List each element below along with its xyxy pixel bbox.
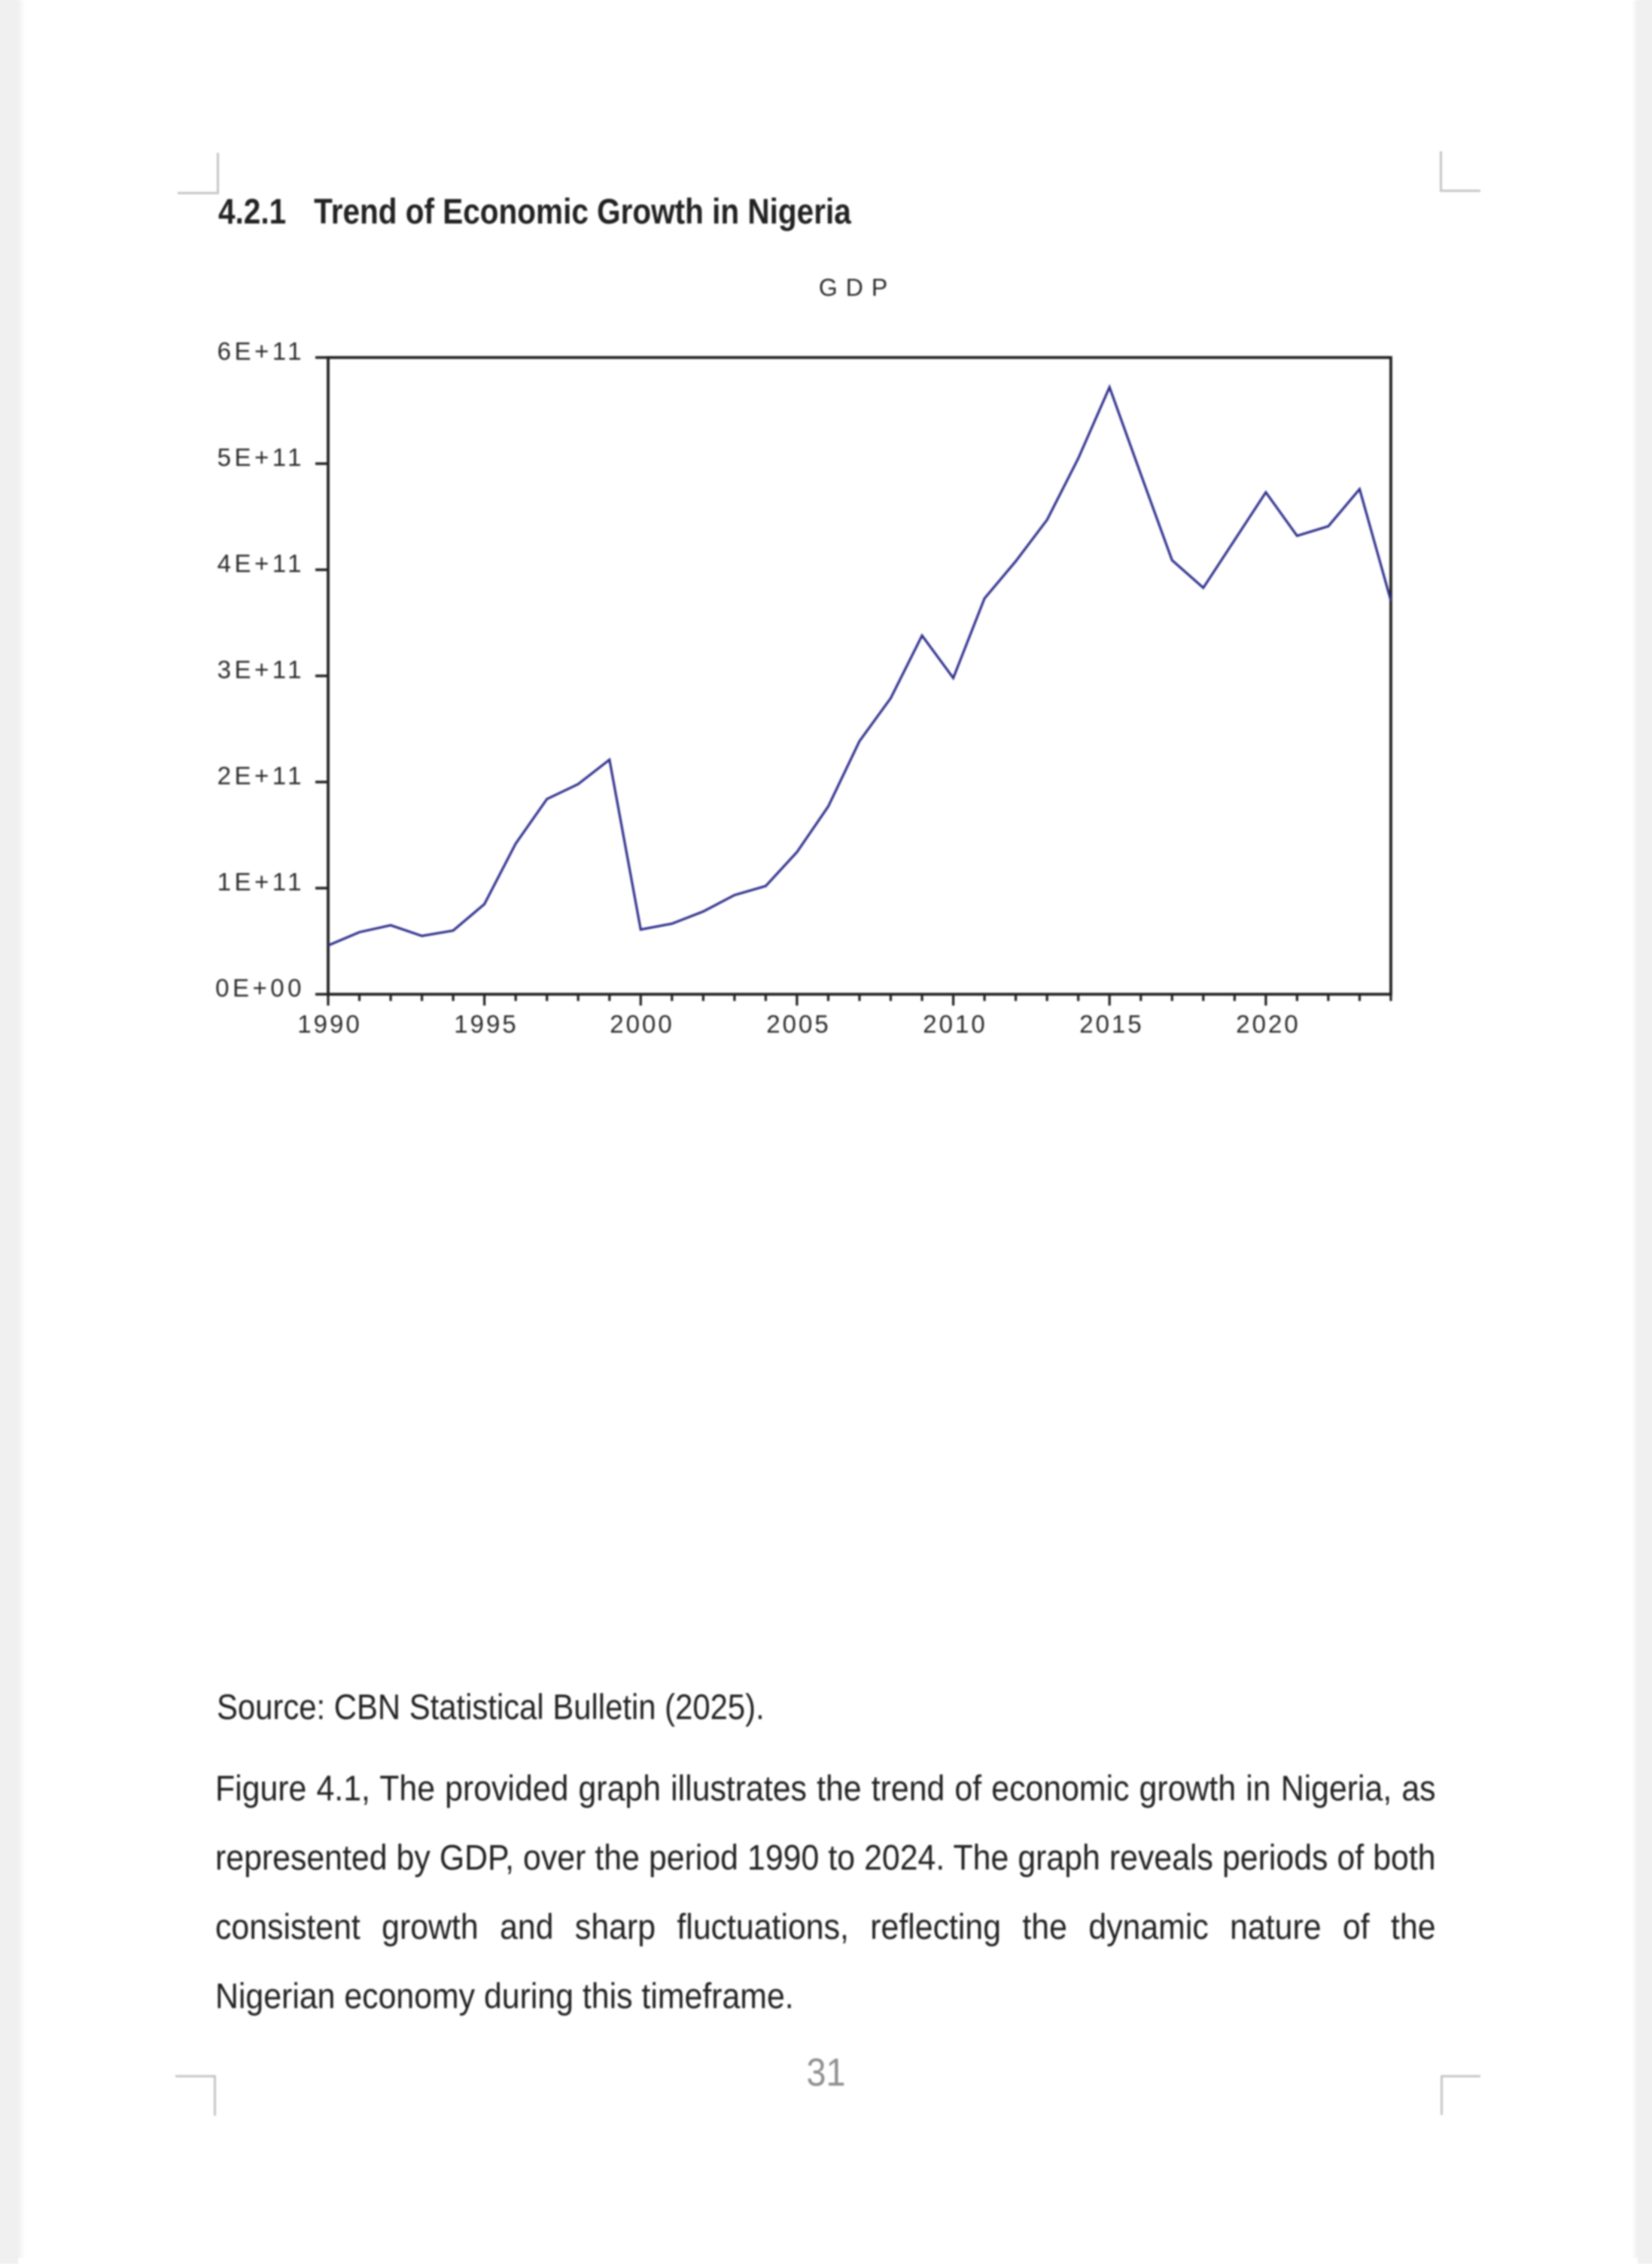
svg-text:GDP: GDP — [819, 274, 896, 301]
svg-text:4E+11: 4E+11 — [218, 549, 305, 577]
svg-text:2005: 2005 — [766, 1010, 830, 1038]
svg-text:6E+11: 6E+11 — [218, 337, 305, 365]
svg-text:2000: 2000 — [610, 1010, 674, 1038]
svg-text:2E+11: 2E+11 — [218, 762, 305, 790]
svg-text:1990: 1990 — [297, 1010, 361, 1038]
svg-text:2020: 2020 — [1236, 1010, 1300, 1038]
svg-text:1995: 1995 — [454, 1010, 518, 1038]
svg-text:5E+11: 5E+11 — [218, 443, 305, 471]
svg-text:3E+11: 3E+11 — [218, 656, 305, 683]
svg-text:1E+11: 1E+11 — [218, 868, 305, 896]
svg-text:0E+00: 0E+00 — [215, 974, 305, 1002]
svg-text:2010: 2010 — [923, 1010, 987, 1038]
svg-text:2015: 2015 — [1079, 1010, 1143, 1038]
